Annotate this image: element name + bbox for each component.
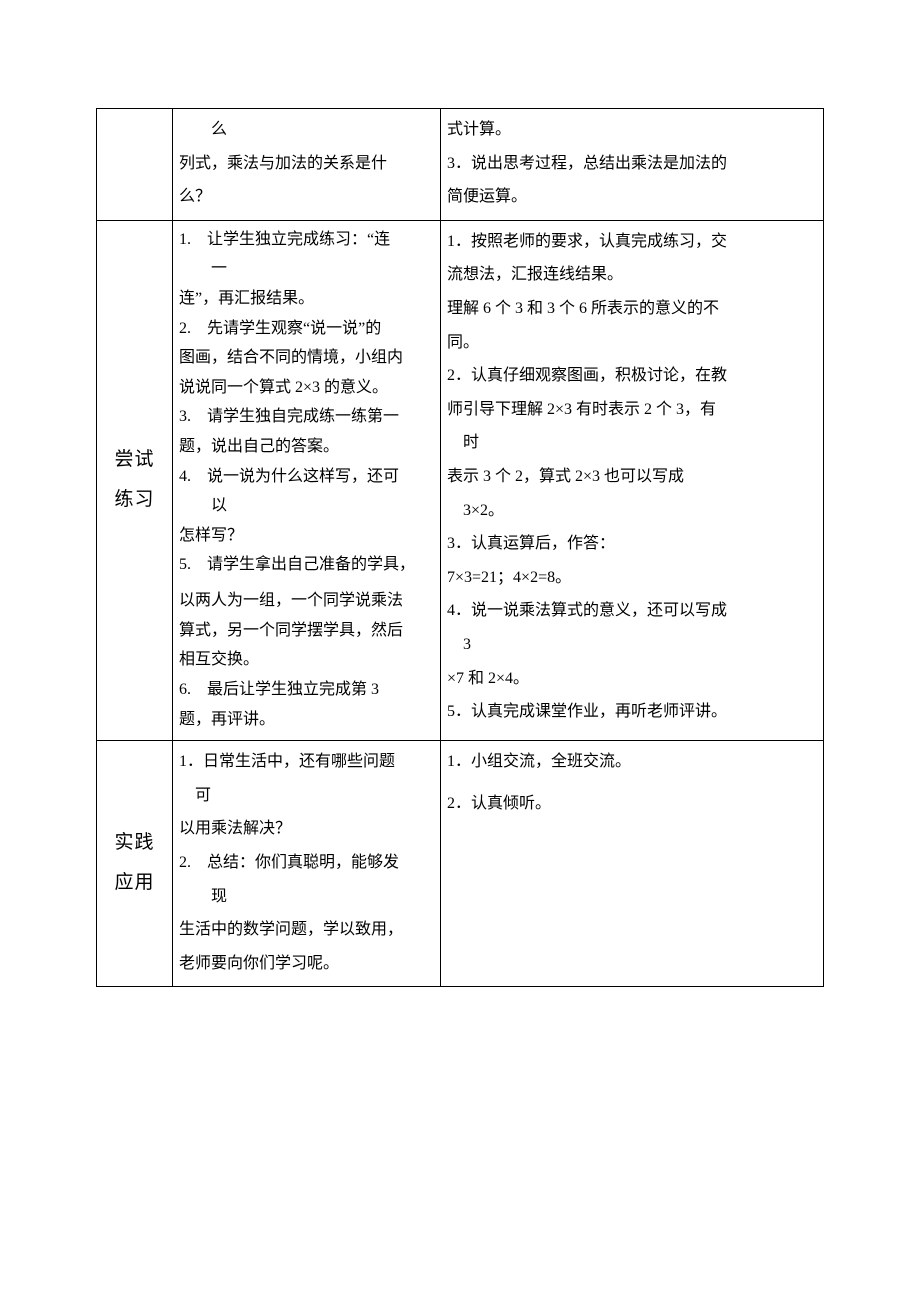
text-line: 相互交换。	[179, 645, 434, 675]
text-line: 1．小组交流，全班交流。	[447, 745, 817, 779]
row-label-cell	[97, 109, 173, 221]
text-line: 同。	[447, 326, 817, 360]
table-row: 么 列式，乘法与加法的关系是什 么？ 式计算。 3．说出思考过程，总结出乘法是加…	[97, 109, 824, 221]
text-line: 怎样写？	[179, 521, 434, 551]
text-line: 师引导下理解 2×3 有时表示 2 个 3，有	[447, 393, 817, 427]
text-line: 现	[179, 880, 434, 914]
text-line: 简便运算。	[447, 180, 817, 214]
text-line: 2. 总结：你们真聪明，能够发	[179, 846, 434, 880]
text-line: 算式，另一个同学摆学具，然后	[179, 616, 434, 646]
text-line: 式计算。	[447, 113, 817, 147]
text-line: 5. 请学生拿出自己准备的学具，	[179, 550, 434, 580]
text-line: 4. 说一说为什么这样写，还可	[179, 462, 434, 492]
label-line: 练习	[103, 480, 166, 520]
text-line: 3．说出思考过程，总结出乘法是加法的	[447, 147, 817, 181]
text-line: 以	[179, 491, 434, 521]
table-row: 尝试 练习 1. 让学生独立完成练习：“连 一 连”，再汇报结果。 2. 先请学…	[97, 220, 824, 740]
text-line: 表示 3 个 2，算式 2×3 也可以写成	[447, 460, 817, 494]
lesson-table: 么 列式，乘法与加法的关系是什 么？ 式计算。 3．说出思考过程，总结出乘法是加…	[96, 108, 824, 987]
text-line: 生活中的数学问题，学以致用，	[179, 913, 434, 947]
text-line: 3	[447, 628, 817, 662]
text-line: 么？	[179, 180, 434, 214]
student-cell: 式计算。 3．说出思考过程，总结出乘法是加法的 简便运算。	[441, 109, 824, 221]
text-line: 6. 最后让学生独立完成第 3	[179, 675, 434, 705]
text-line: ×7 和 2×4。	[447, 662, 817, 696]
text-line: 7×3=21；4×2=8。	[447, 561, 817, 595]
text-line: 3．认真运算后，作答：	[447, 527, 817, 561]
teacher-cell: 1．日常生活中，还有哪些问题 可 以用乘法解决？ 2. 总结：你们真聪明，能够发…	[173, 741, 441, 987]
text-line: 以两人为一组，一个同学说乘法	[179, 586, 434, 616]
row-label-cell: 实践 应用	[97, 741, 173, 987]
text-line: 题，再评讲。	[179, 705, 434, 735]
text-line: 3. 请学生独自完成练一练第一	[179, 402, 434, 432]
teacher-cell: 1. 让学生独立完成练习：“连 一 连”，再汇报结果。 2. 先请学生观察“说一…	[173, 220, 441, 740]
text-line: 流想法，汇报连线结果。	[447, 258, 817, 292]
text-line: 连”，再汇报结果。	[179, 284, 434, 314]
text-line: 2. 先请学生观察“说一说”的	[179, 314, 434, 344]
teacher-cell: 么 列式，乘法与加法的关系是什 么？	[173, 109, 441, 221]
text-line: 3×2。	[447, 494, 817, 528]
text-line: 可	[179, 779, 434, 813]
label-line: 应用	[103, 863, 166, 903]
text-line: 列式，乘法与加法的关系是什	[179, 147, 434, 181]
label-line: 实践	[103, 823, 166, 863]
text-line: 2．认真仔细观察图画，积极讨论，在教	[447, 359, 817, 393]
text-line: 1．按照老师的要求，认真完成练习，交	[447, 225, 817, 259]
text-line: 一	[179, 254, 434, 284]
table-row: 实践 应用 1．日常生活中，还有哪些问题 可 以用乘法解决？ 2. 总结：你们真…	[97, 741, 824, 987]
spacer	[447, 779, 817, 787]
text-line: 4．说一说乘法算式的意义，还可以写成	[447, 594, 817, 628]
text-line: 老师要向你们学习呢。	[179, 947, 434, 981]
student-cell: 1．按照老师的要求，认真完成练习，交 流想法，汇报连线结果。 理解 6 个 3 …	[441, 220, 824, 740]
text-line: 题，说出自己的答案。	[179, 432, 434, 462]
document-page: 么 列式，乘法与加法的关系是什 么？ 式计算。 3．说出思考过程，总结出乘法是加…	[0, 0, 920, 1302]
row-label-cell: 尝试 练习	[97, 220, 173, 740]
text-line: 说说同一个算式 2×3 的意义。	[179, 373, 434, 403]
student-cell: 1．小组交流，全班交流。 2．认真倾听。	[441, 741, 824, 987]
label-line: 尝试	[103, 440, 166, 480]
text-line: 1．日常生活中，还有哪些问题	[179, 745, 434, 779]
text-line: 理解 6 个 3 和 3 个 6 所表示的意义的不	[447, 292, 817, 326]
text-line: 以用乘法解决？	[179, 812, 434, 846]
text-line: 5．认真完成课堂作业，再听老师评讲。	[447, 695, 817, 729]
text-line: 么	[179, 113, 434, 147]
text-line: 2．认真倾听。	[447, 787, 817, 821]
text-line: 图画，结合不同的情境，小组内	[179, 343, 434, 373]
text-line: 时	[447, 426, 817, 460]
text-line: 1. 让学生独立完成练习：“连	[179, 225, 434, 255]
